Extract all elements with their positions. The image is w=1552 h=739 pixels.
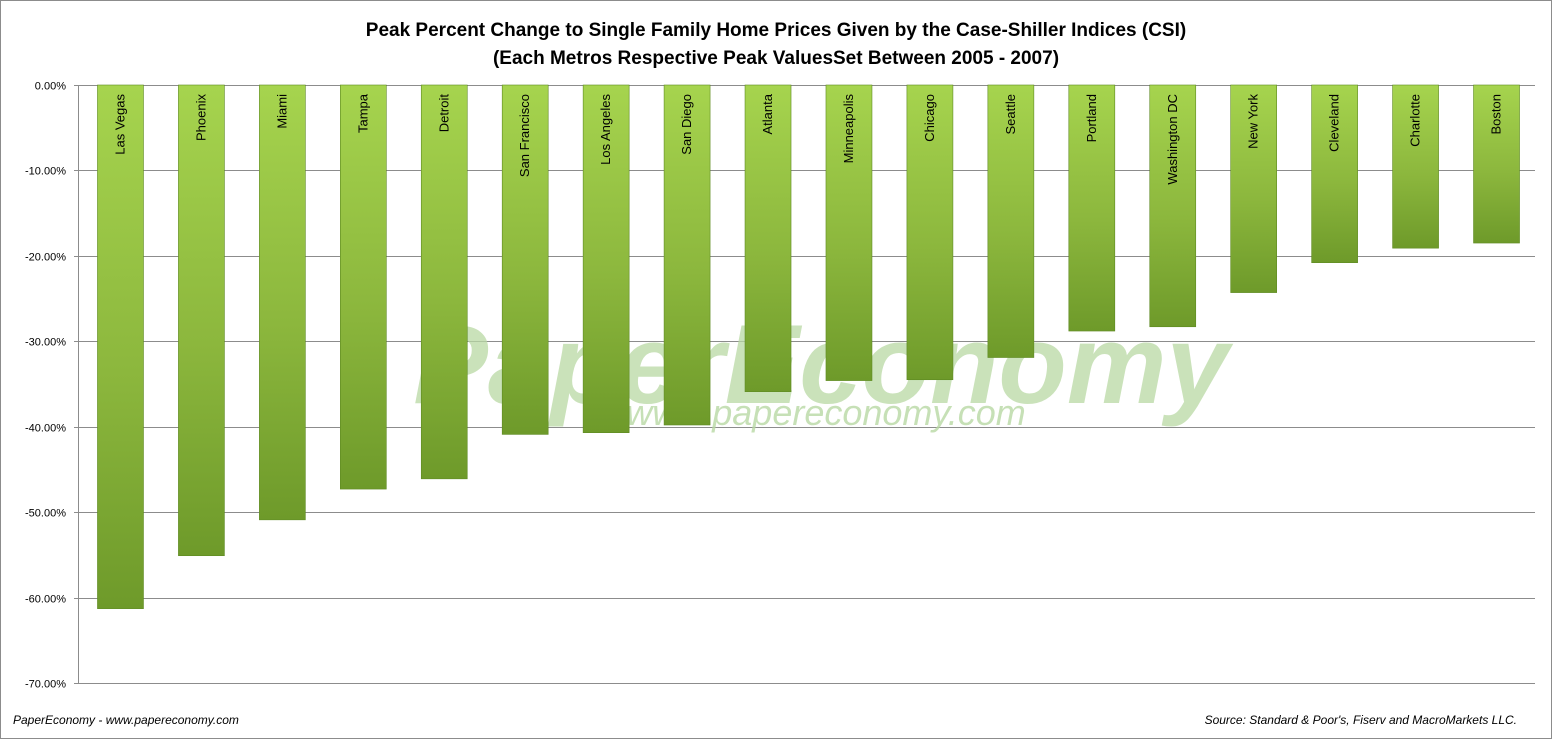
y-tick-label: -60.00% [25,594,66,606]
category-label: Boston [1489,94,1504,134]
bar-phoenix [178,84,225,557]
y-tick-label: -50.00% [25,508,66,520]
category-label: Atlanta [760,93,775,134]
bar-charlotte [1392,84,1439,249]
chart-title-line1: Peak Percent Change to Single Family Hom… [366,20,1186,41]
bar-las-vegas [97,84,144,609]
y-tick-label: -30.00% [25,337,66,349]
bar-tampa [340,84,387,490]
bar-seattle [987,84,1035,358]
category-label: Detroit [436,94,451,133]
gridlines [74,85,1535,684]
y-tick-label: -70.00% [25,679,66,691]
bar-detroit [420,84,468,480]
category-label: Washington DC [1165,94,1180,185]
bar-san-francisco [501,84,549,435]
bars: Las Vegas Phoenix Miami Tampa Detroit San Fra… [97,84,1520,609]
bar-atlanta [744,84,792,392]
category-label: Seattle [1003,94,1018,134]
category-label: New York [1246,94,1261,149]
bar-san-diego [663,84,711,426]
category-label: Charlotte [1408,94,1423,147]
category-label: Las Vegas [112,94,127,155]
bar-new-york [1230,84,1277,293]
category-label: San Francisco [517,94,532,177]
category-label: Portland [1084,94,1099,142]
bar-los-angeles [582,84,630,433]
bar-cleveland [1311,84,1358,263]
bar-portland [1068,84,1116,332]
category-label: Chicago [922,94,937,142]
y-tick-label: 0.00% [35,81,66,93]
bar-chicago [906,84,954,381]
y-tick-label: -20.00% [25,252,66,264]
bar-miami [259,84,306,521]
bar-washington-dc [1149,84,1197,328]
y-tick-label: -10.00% [25,166,66,178]
footer-source: Source: Standard & Poor's, Fiserv and Ma… [1205,713,1517,727]
category-label: Cleveland [1327,94,1342,152]
category-label: Minneapolis [841,94,856,164]
category-label: Miami [274,94,289,129]
y-tick-label: -40.00% [25,423,66,435]
category-label: San Diego [679,94,694,155]
category-label: Phoenix [193,94,208,141]
category-label: Los Angeles [598,94,613,165]
y-axis-ticks: 0.00% -10.00% -20.00% -30.00% -40.00% -50.00%… [25,81,66,691]
footer-left: PaperEconomy - www.papereconomy.com [13,713,239,727]
bar-minneapolis [825,84,873,381]
category-label: Tampa [355,93,370,133]
chart-title-line2: (Each Metros Respective Peak ValuesSet B… [493,48,1059,69]
bar-boston [1473,84,1520,244]
